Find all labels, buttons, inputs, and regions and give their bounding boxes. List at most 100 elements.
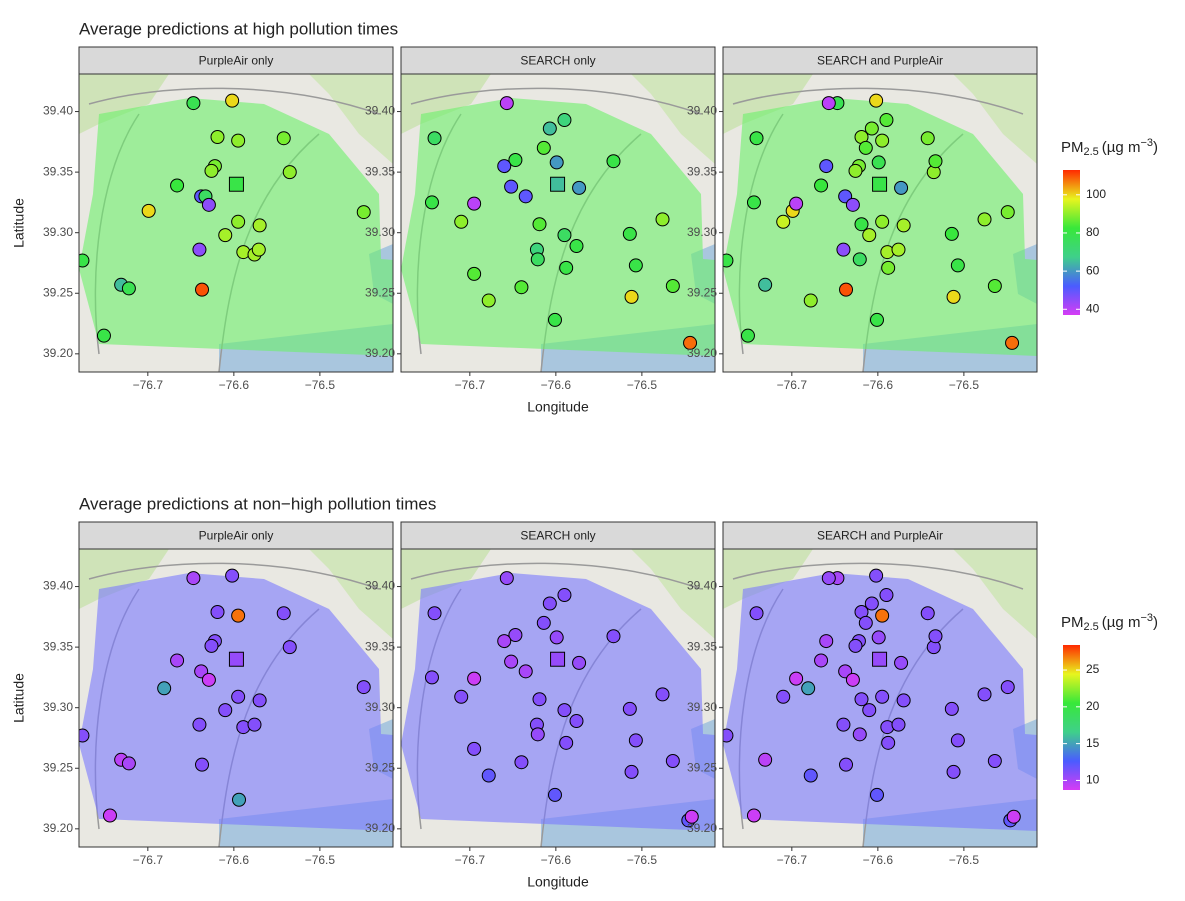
- y-tick-label: 39.25: [687, 760, 717, 774]
- x-tick-label: −76.5: [305, 853, 336, 867]
- monitor-point: [892, 243, 905, 256]
- monitor-point: [357, 206, 370, 219]
- panel-title: SEARCH only: [520, 529, 595, 543]
- monitor-point: [759, 753, 772, 766]
- monitor-point: [560, 261, 573, 274]
- monitor-point: [558, 589, 571, 602]
- colorbar-label: 20: [1086, 699, 1100, 713]
- monitor-point: [248, 718, 261, 731]
- monitor-point: [629, 734, 642, 747]
- panel: [720, 549, 1037, 847]
- legend-title-part: −3: [1140, 137, 1153, 149]
- y-tick-label: 39.40: [687, 104, 717, 118]
- y-tick-label: 39.20: [365, 346, 395, 360]
- monitor-point: [656, 688, 669, 701]
- monitor-point: [897, 219, 910, 232]
- monitor-point: [777, 215, 790, 228]
- monitor-point: [455, 690, 468, 703]
- monitor-point: [855, 218, 868, 231]
- x-tick-label: −76.5: [305, 378, 336, 392]
- monitor-point: [425, 196, 438, 209]
- figure: Average predictions at high pollution ti…: [0, 0, 1185, 896]
- monitor-point: [945, 227, 958, 240]
- monitor-point: [505, 655, 518, 668]
- monitor-point: [837, 718, 850, 731]
- monitor-point: [558, 229, 571, 242]
- monitor-point: [882, 261, 895, 274]
- monitor-point: [872, 631, 885, 644]
- monitor-point: [876, 690, 889, 703]
- monitor-point: [193, 718, 206, 731]
- y-tick-label: 39.40: [365, 579, 395, 593]
- monitor-point: [171, 179, 184, 192]
- monitor-point: [193, 243, 206, 256]
- monitor-point: [853, 253, 866, 266]
- monitor-point: [122, 282, 135, 295]
- monitor-point: [750, 607, 763, 620]
- colorbar-label: 40: [1086, 301, 1100, 315]
- monitor-point: [815, 654, 828, 667]
- monitor-point: [876, 215, 889, 228]
- monitor-point: [226, 569, 239, 582]
- x-tick-label: −76.7: [777, 378, 808, 392]
- monitor-point: [929, 155, 942, 168]
- monitor-point: [623, 702, 636, 715]
- y-tick-label: 39.35: [365, 164, 395, 178]
- legend-title: PM2.5(µg m−3): [1061, 137, 1158, 158]
- monitor-point: [558, 704, 571, 717]
- monitor-point: [187, 97, 200, 110]
- monitor-point: [870, 569, 883, 582]
- monitor-point: [283, 641, 296, 654]
- colorbar-label: 15: [1086, 736, 1100, 750]
- monitor-point: [870, 313, 883, 326]
- monitor-point: [870, 788, 883, 801]
- monitor-point: [76, 729, 89, 742]
- legend-title-part: (µg m: [1102, 614, 1141, 631]
- monitor-point: [947, 765, 960, 778]
- x-tick-label: −76.6: [219, 378, 250, 392]
- monitor-point: [548, 788, 561, 801]
- monitor-point: [482, 769, 495, 782]
- monitor-point: [804, 294, 817, 307]
- monitor-point: [573, 181, 586, 194]
- x-tick-label: −76.6: [219, 853, 250, 867]
- monitor-point: [570, 715, 583, 728]
- monitor-point: [498, 635, 511, 648]
- panel-title: SEARCH and PurpleAir: [817, 529, 943, 543]
- legend-title-part: PM: [1061, 614, 1084, 631]
- y-axis-label: Latitude: [11, 673, 27, 723]
- monitor-point: [863, 704, 876, 717]
- search-site: [229, 177, 243, 191]
- monitor-point: [232, 134, 245, 147]
- legend-title-part: −3: [1140, 612, 1153, 624]
- monitor-point: [747, 196, 760, 209]
- y-tick-label: 39.40: [687, 579, 717, 593]
- monitor-point: [1001, 206, 1014, 219]
- monitor-point: [1001, 681, 1014, 694]
- y-tick-label: 39.35: [687, 164, 717, 178]
- y-tick-label: 39.30: [43, 700, 73, 714]
- monitor-point: [978, 688, 991, 701]
- monitor-point: [550, 631, 563, 644]
- monitor-point: [515, 756, 528, 769]
- search-site: [229, 652, 243, 666]
- legend-title-part: 2.5: [1084, 146, 1099, 158]
- x-axis-label: Longitude: [527, 399, 589, 415]
- monitor-point: [840, 758, 853, 771]
- monitor-point: [500, 572, 513, 585]
- monitor-point: [897, 694, 910, 707]
- monitor-point: [560, 736, 573, 749]
- monitor-point: [202, 198, 215, 211]
- monitor-point: [876, 134, 889, 147]
- chart-title: Average predictions at non−high pollutio…: [79, 494, 436, 513]
- monitor-point: [543, 597, 556, 610]
- x-tick-label: −76.6: [863, 378, 894, 392]
- monitor-point: [196, 758, 209, 771]
- monitor-point: [951, 259, 964, 272]
- legend-title-part: ): [1153, 614, 1158, 631]
- legend-title-part: PM: [1061, 139, 1084, 156]
- panel-title: SEARCH and PurpleAir: [817, 54, 943, 68]
- colorbar-label: 80: [1086, 225, 1100, 239]
- monitor-point: [822, 572, 835, 585]
- monitor-point: [790, 197, 803, 210]
